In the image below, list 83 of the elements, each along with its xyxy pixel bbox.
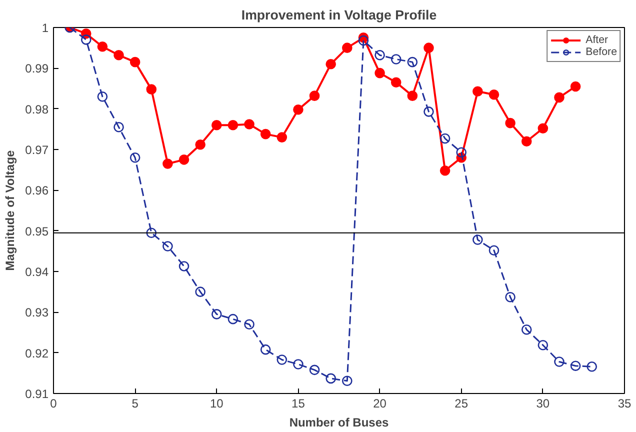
point: [326, 373, 336, 384]
point: [488, 245, 500, 256]
x-tick-label: 5: [132, 396, 139, 410]
legend-label: Before: [586, 46, 617, 58]
point: [195, 286, 206, 297]
point: [407, 90, 418, 101]
y-tick-label: 0.91: [25, 387, 49, 401]
point: [162, 241, 173, 252]
point: [244, 319, 254, 330]
point: [586, 362, 598, 372]
point: [228, 314, 238, 324]
x-tick-label: 35: [618, 396, 632, 410]
y-tick-label: 0.96: [25, 184, 49, 198]
y-tick-label: 0.95: [25, 224, 49, 238]
point: [456, 147, 467, 158]
point: [211, 120, 222, 130]
x-tick-label: 10: [210, 396, 224, 410]
y-tick-label: 0.99: [25, 62, 49, 76]
point: [538, 340, 548, 350]
x-tick-label: 20: [373, 396, 387, 410]
point: [276, 132, 288, 142]
y-tick-label: 0.92: [25, 346, 49, 360]
point: [244, 119, 254, 130]
legend-label: After: [586, 34, 608, 46]
y-axis-title: Magnitude of Voltage: [3, 150, 18, 271]
x-tick-label: 15: [292, 396, 306, 410]
point: [130, 152, 140, 163]
point: [554, 92, 564, 103]
point: [488, 89, 500, 100]
point: [374, 50, 385, 60]
point: [293, 359, 304, 370]
y-tick-label: 1: [42, 21, 49, 35]
point: [390, 77, 402, 88]
point: [178, 261, 190, 272]
point: [440, 166, 450, 176]
point: [472, 234, 483, 245]
y-tick-label: 0.97: [25, 143, 49, 157]
y-tick-label: 0.94: [25, 265, 49, 279]
point: [554, 356, 564, 367]
point: [374, 68, 385, 78]
point: [130, 56, 140, 68]
point: [146, 84, 157, 94]
point: [114, 122, 124, 132]
point: [195, 139, 206, 150]
point: [211, 309, 222, 320]
y-tick-label: 0.93: [25, 306, 49, 320]
point: [521, 324, 532, 335]
point: [276, 354, 288, 365]
point: [97, 41, 108, 52]
point: [407, 56, 418, 68]
point: [80, 34, 92, 45]
y-tick-label: 0.98: [25, 102, 49, 116]
x-tick-label: 0: [50, 396, 58, 410]
point: [309, 364, 320, 376]
point: [505, 292, 516, 302]
point: [178, 154, 190, 165]
point: [326, 58, 336, 70]
point: [358, 35, 369, 46]
point: [293, 104, 304, 115]
point: [228, 120, 238, 130]
point: [342, 42, 352, 53]
point: [472, 86, 483, 96]
point: [260, 128, 271, 140]
point: [538, 123, 548, 134]
point: [570, 360, 581, 371]
point: [440, 133, 450, 144]
point: [162, 158, 173, 169]
point: [97, 91, 108, 102]
point: [521, 136, 532, 147]
point: [424, 106, 434, 117]
point: [342, 376, 352, 386]
point: [424, 42, 434, 53]
point: [260, 344, 271, 355]
chart-title: Improvement in Voltage Profile: [241, 8, 437, 22]
point: [114, 50, 124, 60]
point: [570, 81, 581, 92]
x-tick-label: 25: [454, 396, 468, 410]
x-axis-title: Number of Buses: [289, 416, 389, 430]
point: [309, 90, 320, 101]
point: [390, 54, 402, 64]
x-tick-label: 30: [536, 396, 550, 410]
point: [505, 118, 516, 128]
point: [146, 228, 157, 238]
